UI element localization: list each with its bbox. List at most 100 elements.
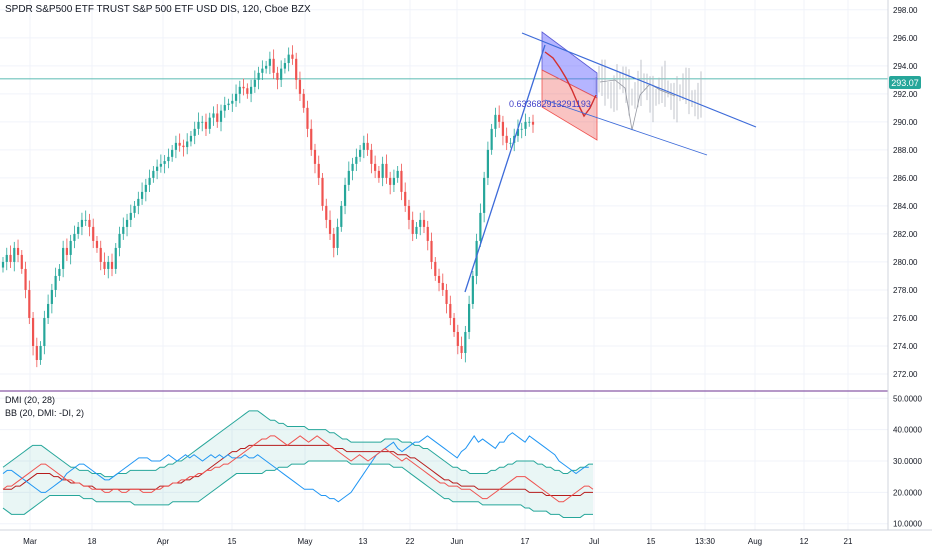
candle-body [73,233,76,241]
candle-body [396,170,399,178]
candle-body [389,177,392,185]
time-tick-label: Jul [589,537,599,546]
time-tick-label: Mar [23,537,37,546]
candle-body [441,282,444,290]
candle-body [332,233,335,248]
time-tick-label: Apr [157,537,170,546]
price-tick-label: 288.00 [893,146,918,155]
candle-body [201,121,204,123]
dmi-minus-line [2,435,594,503]
candle-body [227,103,230,106]
trend-line-lower[interactable] [544,99,708,156]
candle-body [133,205,136,213]
candle-body [501,121,505,136]
candle-body [28,289,31,318]
bb-upper-line [2,410,593,478]
candle-body [163,161,166,164]
candle-body [54,275,57,290]
time-axis[interactable]: Mar 18 Apr 15 May 13 22 Jun 17 Jul 15 13:30 Aug 12 21 [23,537,853,546]
candle-body [197,121,200,129]
candle-body [498,114,501,122]
candle-body [114,247,117,269]
candle-body [1,261,5,268]
candle-body [298,79,302,94]
candle-body [351,163,354,171]
candle-body [321,177,324,206]
candle-body [404,191,407,206]
candle-body [302,93,305,108]
candle-body [460,345,463,353]
indicator-pane[interactable] [2,410,594,518]
candle-body [92,226,95,241]
time-tick-label: 18 [88,537,97,546]
candle-body [392,177,396,185]
indicator-legend-bb: BB (20, DMI: -DI, 2) [5,408,84,418]
candle-body [343,184,347,206]
candle-body [366,142,369,150]
candle-body [35,345,38,360]
candle-body [265,65,268,69]
fib-ratio-label: 0.633682913291193 [509,99,591,109]
price-tick-label: 272.00 [893,370,918,379]
last-price-badge-bg [889,76,921,89]
channel-lower-fill[interactable] [541,69,598,141]
candle-body [374,163,377,171]
candle-body [464,331,467,353]
candle-body [494,114,497,129]
price-pane[interactable] [0,45,888,368]
candle-body [479,212,482,241]
candle-body [171,149,174,157]
price-tick-label: 286.00 [893,174,918,183]
candle-body [122,226,125,234]
candle-body [268,58,271,66]
candle-body [261,68,264,73]
candle-body [47,303,50,318]
candle-body [276,72,279,80]
time-tick-label: 22 [406,537,415,546]
candle-body [80,219,84,227]
candle-body [377,170,380,178]
trend-line-upper[interactable] [521,32,757,128]
candle-body [65,247,69,255]
candle-body [456,331,459,346]
candle-body [148,177,151,185]
time-tick-label: 15 [647,537,656,546]
candle-body [430,240,433,262]
candle-body [358,149,362,157]
price-axis[interactable]: 298.00 296.00 294.00 292.00 290.00 288.00 286.… [893,6,918,379]
indicator-axis[interactable]: 50.0000 40.0000 30.0000 20.0000 10.0000 [893,394,922,528]
candle-body [524,121,527,129]
candle-body [186,141,189,148]
candle-body [253,79,256,87]
last-price-badge: 293.07 [889,76,921,89]
candle-body [347,170,350,185]
candle-body [95,240,99,248]
candle-body [140,191,144,199]
candle-body [62,247,65,269]
price-tick-label: 282.00 [893,230,918,239]
candle-body [50,289,53,304]
candle-body [152,170,155,178]
candle-body [411,219,414,234]
price-tick-label: 278.00 [893,286,918,295]
candle-body [58,268,61,276]
price-tick-label: 274.00 [893,342,918,351]
chart-grid [0,0,888,530]
price-tick-label: 292.00 [893,90,918,99]
channel-price-path [544,51,597,118]
drawing-layer[interactable] [464,31,757,293]
candle-body [283,63,287,69]
candle-body [103,261,106,269]
candle-body [31,317,35,346]
candle-body [280,68,283,80]
candle-body [231,100,234,104]
candle-body [167,156,170,162]
candle-body [426,226,429,241]
candle-body [5,254,8,262]
candle-body [400,170,403,192]
candle-body [287,54,290,64]
candle-body [238,86,241,94]
candle-body [449,303,452,318]
price-tick-label: 280.00 [893,258,918,267]
trend-line-up[interactable] [464,44,546,293]
